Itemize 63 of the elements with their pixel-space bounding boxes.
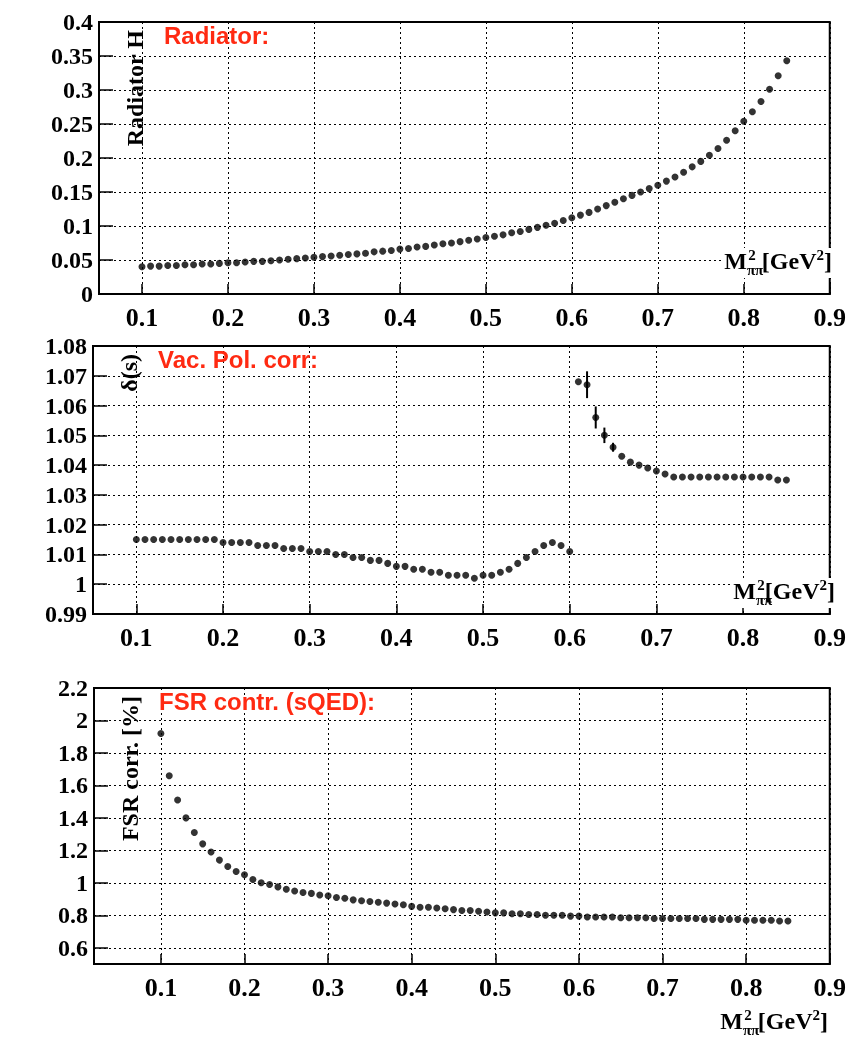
y-tick-label: 0.15 [51,179,93,205]
x-tick-label: 0.7 [646,972,679,1002]
y-tick-label: 0.4 [63,9,93,35]
x-tick-label: 0.5 [466,622,500,652]
y-axis-title: FSR corr. [%] [117,696,143,842]
x-tick-label: 0.2 [206,622,240,652]
x-tick-label: 0.1 [125,302,159,332]
x-tick-label: 0.9 [813,302,846,332]
y-tick-label: 2 [76,707,88,734]
x-tick-label: 0.3 [293,622,326,652]
y-tick-label: 0.99 [45,601,87,627]
x-tick-label: 0.3 [311,972,345,1002]
y-tick-label: 1.07 [45,362,87,389]
y-tick-label: 1.4 [58,804,88,831]
y-tick-label: 1.8 [58,739,88,766]
y-tick-label: 1.6 [58,772,88,799]
x-tick-label: 0.2 [228,972,261,1002]
y-tick-label: 1 [75,571,87,598]
x-axis-title: M$_{ππ}$$^{2}$[GeV$^{2}$] [733,577,835,608]
y-tick-label: 1.02 [45,511,87,538]
y-tick-label: 0.35 [51,43,93,69]
y-tick-label: 0.3 [63,77,93,103]
x-tick-label: 0.9 [813,622,846,652]
y-tick-label: 0.1 [63,213,93,239]
y-axis-title: δ(s) [116,354,142,392]
y-tick-label: 0 [81,281,93,307]
x-tick-label: 0.6 [562,972,596,1002]
chart-title: Radiator: [164,21,270,49]
x-tick-label: 0.4 [380,622,413,652]
y-tick-label: 1.06 [45,392,87,419]
y-tick-label: 1.04 [45,452,87,479]
x-tick-label: 0.8 [729,972,763,1002]
y-tick-label: 1.01 [45,541,87,568]
x-axis-title: M$_{ππ}$$^{2}$ [GeV$^{2}$] [724,247,832,278]
x-tick-label: 0.7 [641,302,675,332]
y-tick-label: 1.03 [45,481,87,508]
x-tick-label: 0.6 [555,302,589,332]
y-tick-label: 1.08 [45,333,87,359]
chart-title: Vac. Pol. corr: [158,345,319,373]
y-tick-label: 0.2 [63,145,93,171]
y-tick-label: 0.05 [51,247,93,273]
x-tick-label: 0.5 [479,972,512,1002]
x-tick-label: 0.7 [640,622,673,652]
x-tick-label: 0.2 [211,302,245,332]
y-tick-label: 1 [76,869,88,896]
x-tick-label: 0.8 [727,302,761,332]
x-tick-label: 0.5 [469,302,503,332]
y-tick-label: 0.8 [58,902,88,929]
y-tick-label: 0.6 [58,934,88,961]
x-tick-label: 0.6 [553,622,586,652]
y-tick-label: 2.2 [58,675,88,701]
x-axis-title: M$_{ππ}$$^{2}$ [GeV$^{2}$] [720,1007,828,1038]
x-tick-label: 0.4 [395,972,428,1002]
x-tick-label: 0.4 [383,302,417,332]
y-tick-label: 1.05 [45,422,87,449]
chart-title: FSR contr. (sQED): [159,687,376,715]
x-tick-label: 0.3 [297,302,331,332]
x-tick-label: 0.1 [144,972,178,1002]
x-tick-label: 0.1 [120,622,153,652]
y-tick-label: 1.2 [58,837,88,864]
y-tick-label: 0.25 [51,111,93,137]
x-tick-label: 0.8 [726,622,760,652]
x-tick-label: 0.9 [813,972,846,1002]
